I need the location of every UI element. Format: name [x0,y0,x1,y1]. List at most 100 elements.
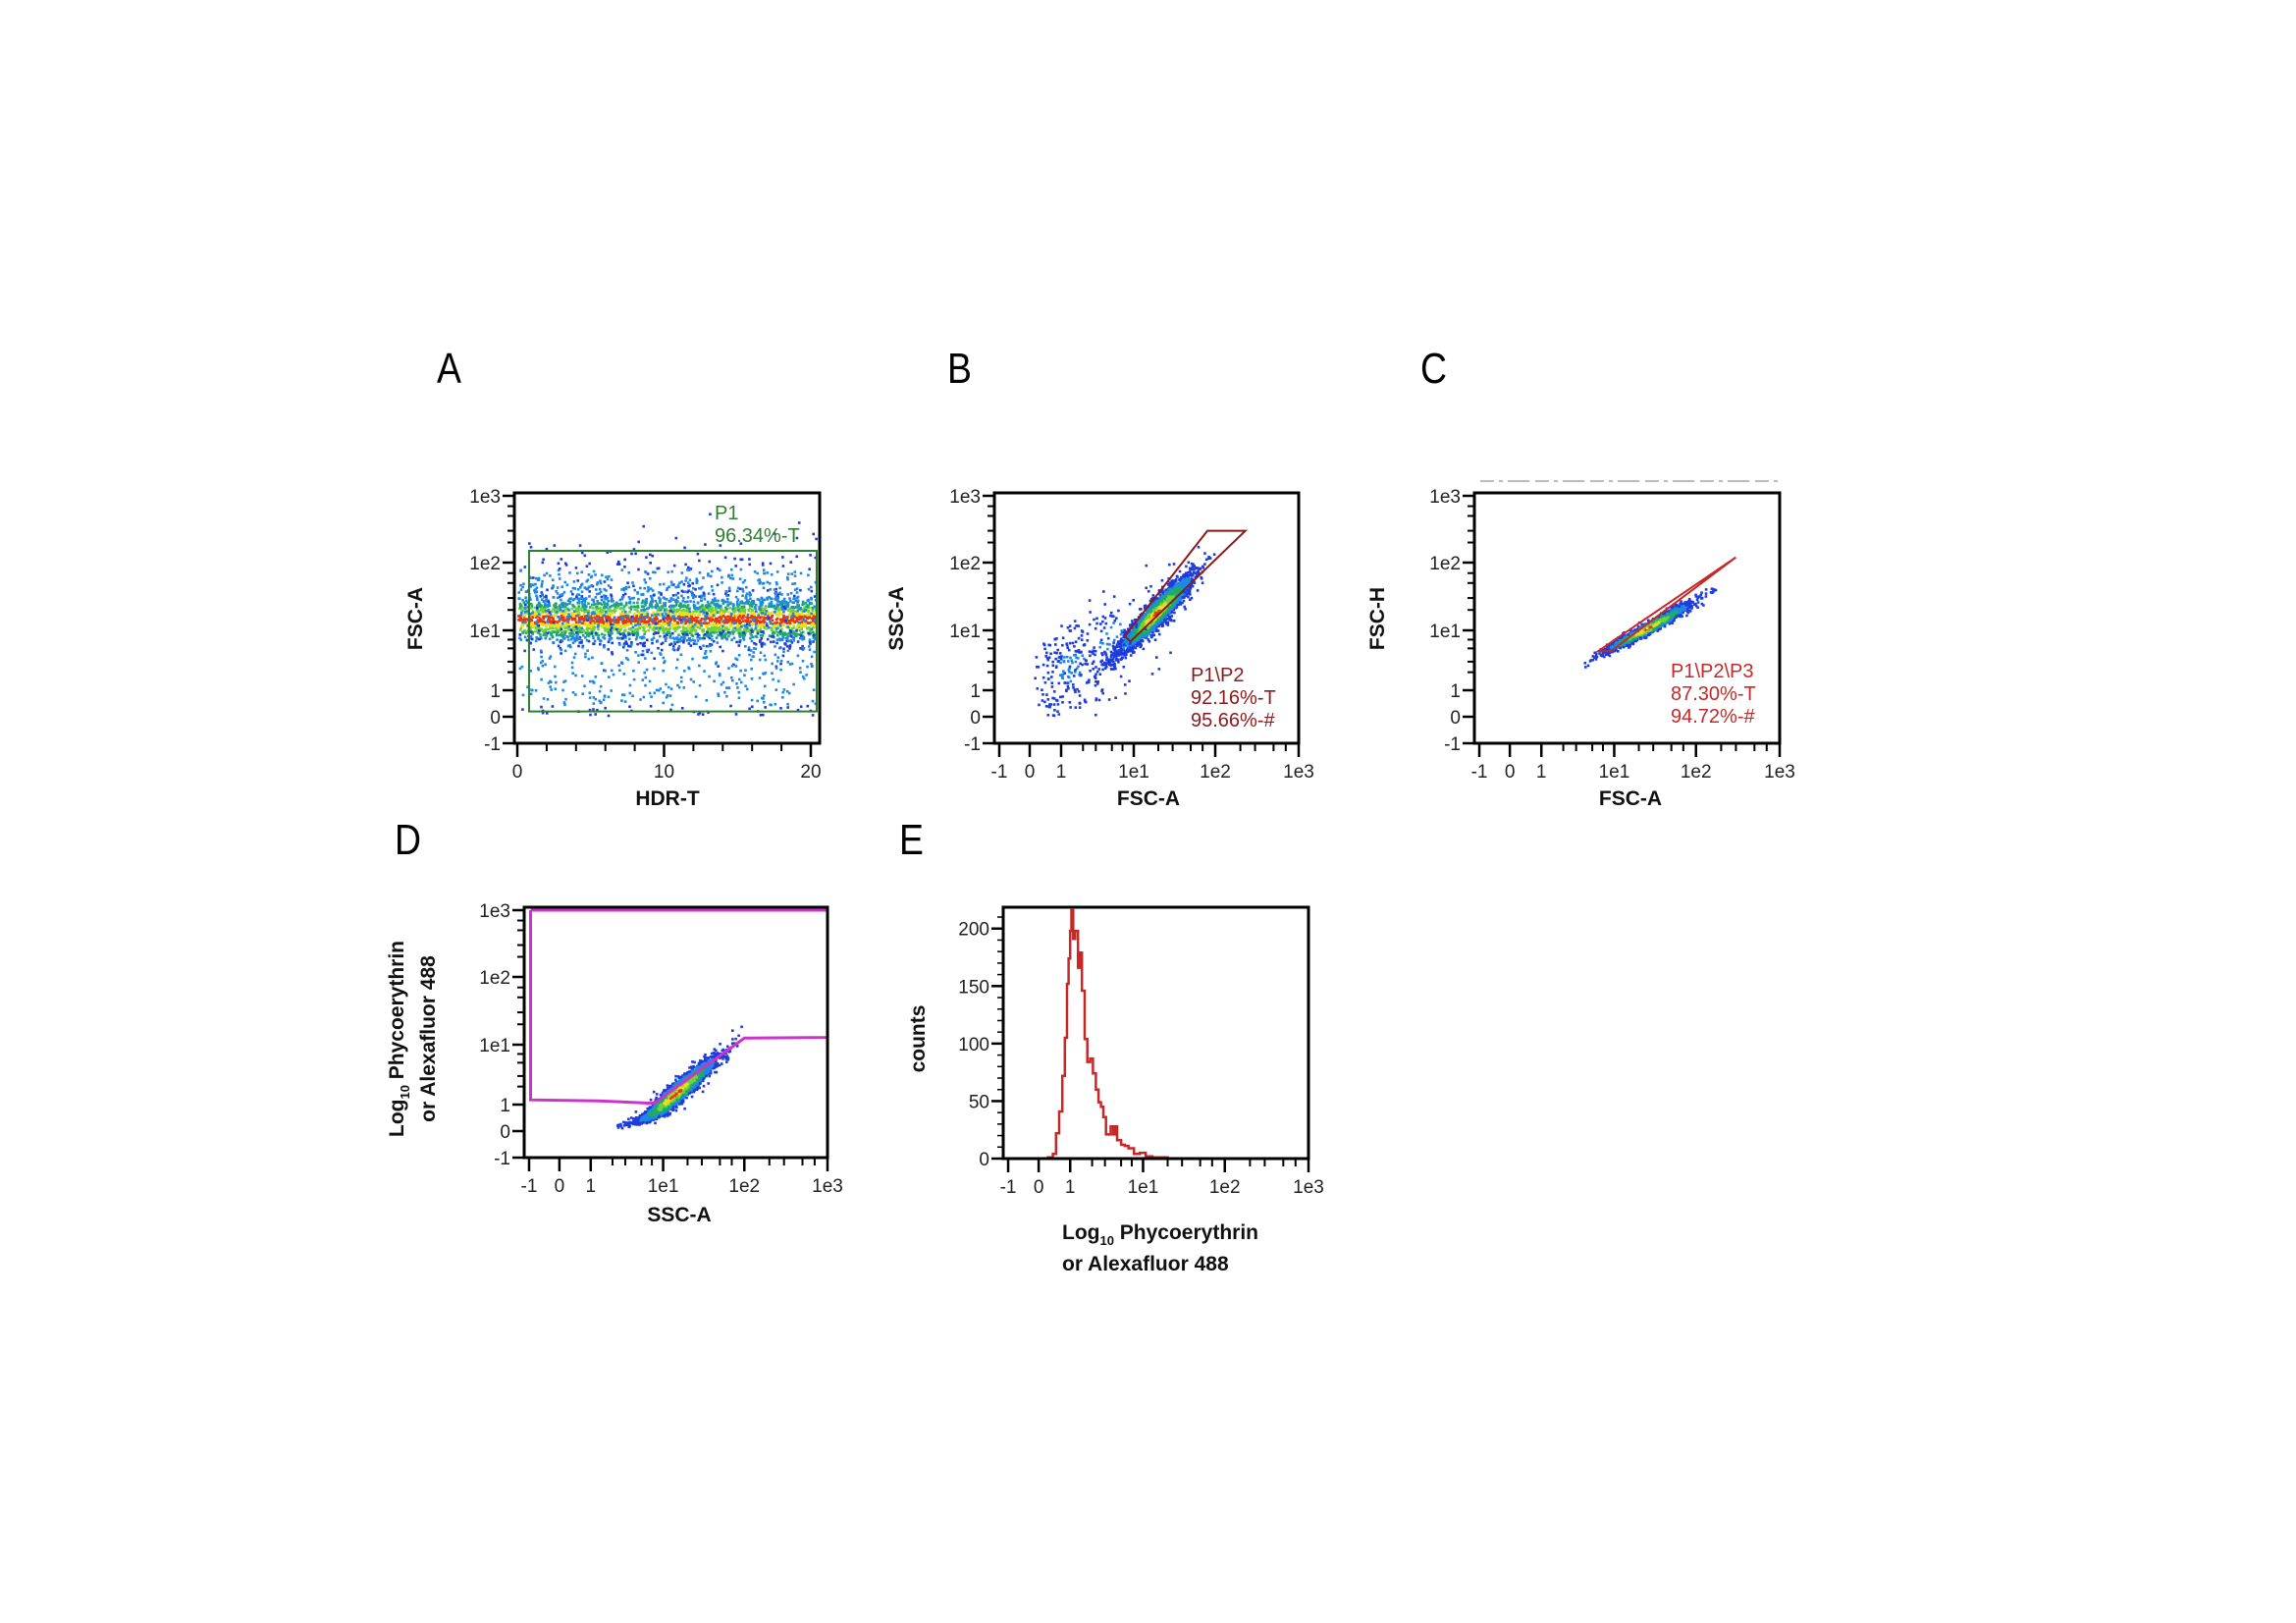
data-point [594,603,597,606]
data-point [731,621,734,624]
data-point [599,590,603,594]
data-point [637,620,640,623]
data-point [731,613,734,616]
data-point [724,632,728,635]
data-point [605,616,608,620]
data-point [703,593,706,596]
data-point [751,705,754,709]
data-point [809,631,813,635]
data-point [717,694,721,697]
data-point [669,580,673,584]
data-point [691,634,694,637]
data-point [625,642,628,645]
data-point [578,637,581,641]
data-point [538,626,541,630]
data-point [597,627,600,631]
data-point [558,620,561,622]
data-point [552,607,555,611]
data-point [681,616,684,620]
data-point [698,607,702,611]
data-point [539,649,543,653]
data-point [686,612,690,616]
data-point [687,625,691,628]
data-point [668,617,672,621]
data-point [760,637,764,640]
data-point [600,598,604,602]
data-point [560,627,563,631]
data-point [589,713,592,717]
data-point [630,619,634,622]
data-point [560,652,562,655]
data-point [708,633,711,637]
data-point [786,602,790,606]
data-point [643,632,646,636]
data-point [573,605,576,609]
data-point [724,592,727,596]
data-point [651,627,655,631]
data-point [561,634,564,637]
data-point [587,634,591,638]
data-point [805,674,808,676]
data-point [809,642,812,645]
data-point [590,627,594,631]
data-point [650,597,654,600]
data-point [789,591,793,595]
data-point [783,631,786,634]
data-point [679,619,682,622]
data-point [788,628,792,632]
data-point [747,648,751,652]
data-point [534,582,537,586]
data-point [758,621,762,623]
data-point [599,619,603,622]
data-point [613,620,616,622]
data-point [556,611,559,614]
data-point [559,608,562,612]
data-point [617,623,621,627]
data-point [762,630,765,633]
data-point [654,631,657,634]
data-point [533,606,537,610]
data-point [751,635,755,639]
data-point [765,622,769,625]
data-point [591,612,594,616]
data-point [524,631,528,634]
data-point [604,706,607,710]
data-point [678,606,682,609]
data-point [592,702,596,705]
data-point [672,645,675,648]
data-point [774,688,778,691]
data-point [787,639,790,643]
data-point [641,678,645,681]
data-point [696,632,699,635]
data-point [569,612,573,615]
data-point [555,626,558,630]
data-point [1148,640,1151,643]
data-point [638,626,641,630]
data-point [556,586,560,589]
data-point [540,677,543,681]
data-point [688,610,692,614]
data-point [1191,584,1194,588]
data-point [608,618,611,621]
data-point [808,638,812,641]
data-point [812,615,816,619]
data-point [603,606,606,609]
data-point [723,556,727,560]
data-point [682,628,685,632]
data-point [669,614,673,618]
data-point [662,701,665,705]
data-point [557,568,561,572]
data-point [656,617,659,621]
data-point [571,622,574,626]
data-point [649,587,653,590]
data-point [785,621,789,624]
data-point [654,622,658,625]
data-point [683,546,686,550]
data-point [762,694,766,697]
data-point [692,600,696,604]
data-point [587,623,591,627]
data-point [517,615,520,618]
data-point [768,634,772,637]
data-point [646,624,650,628]
